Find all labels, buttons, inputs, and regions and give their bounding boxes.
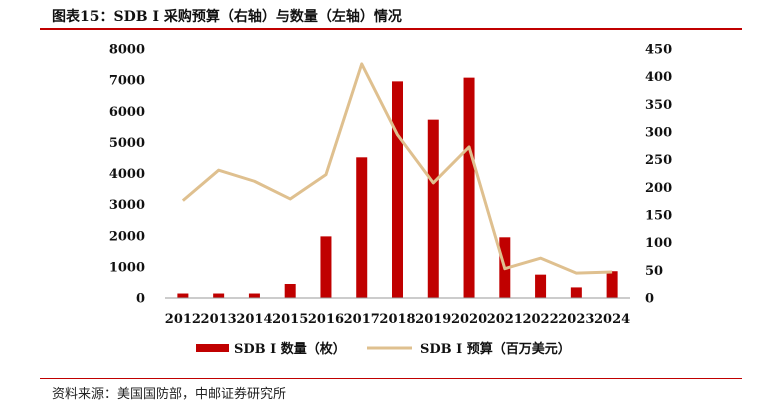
bar-2017 — [356, 157, 368, 298]
right-tick-label: 50 — [645, 264, 663, 279]
x-tick-label: 2016 — [308, 312, 344, 327]
bar-2020 — [463, 77, 475, 298]
x-tick-label: 2024 — [594, 312, 630, 327]
left-tick-label: 4000 — [109, 167, 145, 182]
bar-2018 — [392, 81, 403, 299]
x-tick-label: 2021 — [487, 312, 523, 327]
right-tick-label: 250 — [645, 153, 672, 168]
x-tick-label: 2013 — [201, 312, 237, 327]
right-tick-label: 400 — [645, 70, 672, 85]
left-tick-label: 8000 — [109, 43, 145, 58]
right-tick-label: 350 — [645, 98, 672, 113]
bar-2024 — [606, 271, 618, 298]
x-tick-label: 2012 — [165, 312, 201, 327]
legend-label-bar: SDB I 数量（枚） — [234, 341, 346, 357]
bar-2013 — [213, 293, 225, 298]
bar-2023 — [570, 287, 582, 298]
right-tick-label: 0 — [645, 292, 654, 307]
right-tick-label: 100 — [645, 236, 672, 251]
right-axis-ticks: 0 50 100 150 200 250 300 350 400 450 — [645, 43, 672, 307]
left-axis-ticks: 0 1000 2000 3000 4000 5000 6000 7000 8000 — [109, 43, 145, 307]
chart-title: 图表15：SDB I 采购预算（右轴）与数量（左轴）情况 — [52, 9, 402, 25]
right-tick-label: 300 — [645, 126, 672, 141]
right-tick-label: 450 — [645, 43, 672, 58]
legend-label-line: SDB I 预算（百万美元） — [420, 341, 571, 357]
legend: SDB I 数量（枚） SDB I 预算（百万美元） — [196, 341, 571, 357]
left-tick-label: 6000 — [109, 105, 145, 120]
bar-2015 — [284, 283, 296, 298]
legend-swatch-bar — [196, 344, 229, 352]
x-tick-label: 2019 — [415, 312, 451, 327]
right-tick-label: 200 — [645, 181, 672, 196]
left-tick-label: 7000 — [109, 74, 145, 89]
bar-2019 — [427, 119, 439, 298]
x-tick-label: 2022 — [522, 312, 558, 327]
line-layer — [181, 62, 613, 275]
left-tick-label: 2000 — [109, 229, 145, 244]
left-tick-label: 0 — [136, 292, 145, 307]
bars-layer — [177, 77, 618, 299]
x-tick-label: 2020 — [451, 312, 487, 327]
left-tick-label: 1000 — [109, 260, 145, 275]
bar-2016 — [320, 236, 332, 298]
source-note: 资料来源：美国国防部，中邮证券研究所 — [52, 387, 287, 402]
footer-divider — [40, 378, 742, 379]
x-tick-label: 2018 — [379, 312, 415, 327]
right-tick-label: 150 — [645, 209, 672, 224]
x-axis-ticks: 2012 2013 2014 2015 2016 2017 2018 2019 2020 2021… — [165, 312, 630, 327]
combo-chart: 0 1000 2000 3000 4000 5000 6000 7000 8000 0 50 100… — [109, 43, 672, 358]
x-tick-label: 2023 — [558, 312, 594, 327]
bar-2012 — [177, 293, 189, 298]
bar-2014 — [248, 293, 260, 298]
title-divider — [40, 28, 742, 30]
bar-2022 — [535, 274, 547, 298]
left-tick-label: 5000 — [109, 136, 145, 151]
left-tick-label: 3000 — [109, 198, 145, 213]
x-tick-label: 2017 — [344, 312, 380, 327]
x-tick-label: 2014 — [236, 312, 272, 327]
x-tick-label: 2015 — [272, 312, 308, 327]
